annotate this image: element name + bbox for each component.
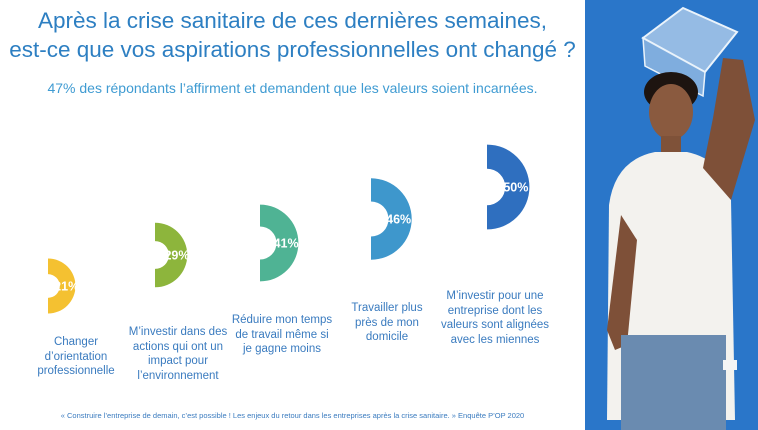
watch (723, 360, 737, 370)
category-label-line: professionnelle (37, 365, 115, 377)
half-donut-2 (155, 222, 188, 288)
face (649, 84, 693, 140)
source-note: « Construire l’entreprise de demain, c’e… (60, 411, 525, 420)
category-label-2: M’investir dans des actions qui ont un imp… (113, 325, 243, 383)
category-label-line: M’investir dans des (128, 326, 228, 338)
category-label-line: je gagne moins (243, 343, 321, 355)
category-label-4: Travailler plus près de mon domicile (322, 301, 452, 345)
value-label-5: 50% (503, 181, 528, 195)
jeans (621, 335, 726, 430)
left-arm (607, 215, 637, 350)
half-donut-5 (487, 144, 530, 230)
chart-title: Après la crise sanitaire de ces dernière… (0, 6, 585, 64)
value-label-2: 29% (164, 249, 189, 263)
category-label-3: Réduire mon temps de travail même si je ga… (217, 313, 347, 357)
category-label-line: valeurs sont alignées (440, 319, 550, 331)
category-label-5: M’investir pour une entreprise dont les va… (430, 289, 560, 347)
category-label-line: actions qui ont un (132, 340, 224, 353)
category-label-1: Changer d’orientation professionnelle (11, 335, 141, 379)
category-label-line: entreprise dont les (447, 304, 543, 317)
category-label-line: avec les miennes (450, 333, 540, 346)
half-donut-3 (260, 204, 299, 282)
person-photo (585, 0, 758, 430)
half-donut-4 (371, 178, 412, 260)
value-label-3: 41% (274, 237, 299, 251)
category-label-line: Réduire mon temps (231, 314, 333, 326)
category-label-line: près de mon (355, 316, 419, 329)
category-label-line: Travailler plus (351, 302, 423, 314)
category-label-line: l’environnement (137, 369, 219, 382)
category-label-line: de travail même si (235, 328, 329, 341)
category-label-line: domicile (365, 331, 409, 343)
value-label-1: 21% (54, 280, 79, 294)
title-line-1: Après la crise sanitaire de ces dernière… (38, 8, 547, 33)
category-label-line: impact pour (147, 355, 209, 367)
raised-arm (703, 58, 755, 200)
chart-subtitle: 47% des répondants l’affirment et demand… (47, 80, 538, 96)
value-label-4: 46% (386, 213, 411, 227)
category-label-line: Changer (53, 336, 99, 348)
category-label-line: M’investir pour une (446, 290, 544, 302)
category-label-line: d’orientation (44, 350, 108, 363)
half-donut-chart: 21% 29% 41% 46% 50% (48, 144, 530, 314)
half-donut-1 (48, 258, 76, 314)
title-line-2: est-ce que vos aspirations professionnel… (9, 37, 576, 62)
